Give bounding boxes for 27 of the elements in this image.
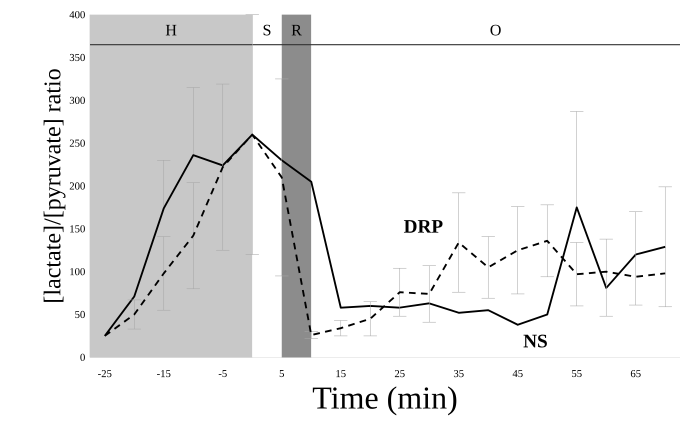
band-label: O	[490, 24, 501, 36]
x-axis-title: Time (min)	[312, 386, 456, 416]
x-tick-label: 65	[630, 370, 641, 378]
x-tick-label: 55	[572, 370, 582, 378]
y-tick-label: 200	[70, 182, 85, 190]
x-tick-label: -25	[98, 370, 112, 378]
x-tick-label: 25	[394, 370, 405, 378]
x-tick-label: 5	[280, 370, 284, 378]
y-tick-label: 50	[75, 310, 85, 318]
y-tick-label: 400	[70, 11, 85, 18]
y-axis-title: [lactate]/[pyruvate] ratio	[44, 69, 66, 302]
x-tick-label: 35	[454, 370, 464, 378]
y-tick-label: 300	[70, 96, 85, 104]
series-label: NS	[524, 334, 547, 348]
y-tick-label: 350	[70, 54, 85, 62]
x-tick-label: -5	[218, 370, 227, 378]
x-tick-label: 15	[336, 370, 346, 378]
y-tick-label: 0	[80, 354, 85, 361]
band-label: H	[166, 24, 176, 36]
band-label: R	[292, 24, 302, 36]
x-tick-label: 45	[512, 370, 523, 378]
y-tick-label: 100	[70, 268, 85, 276]
band-label: S	[264, 24, 270, 36]
series-label: DRP	[404, 220, 443, 233]
x-tick-label: -15	[157, 370, 170, 378]
y-tick-label: 250	[70, 140, 85, 147]
y-tick-label: 150	[70, 225, 85, 232]
